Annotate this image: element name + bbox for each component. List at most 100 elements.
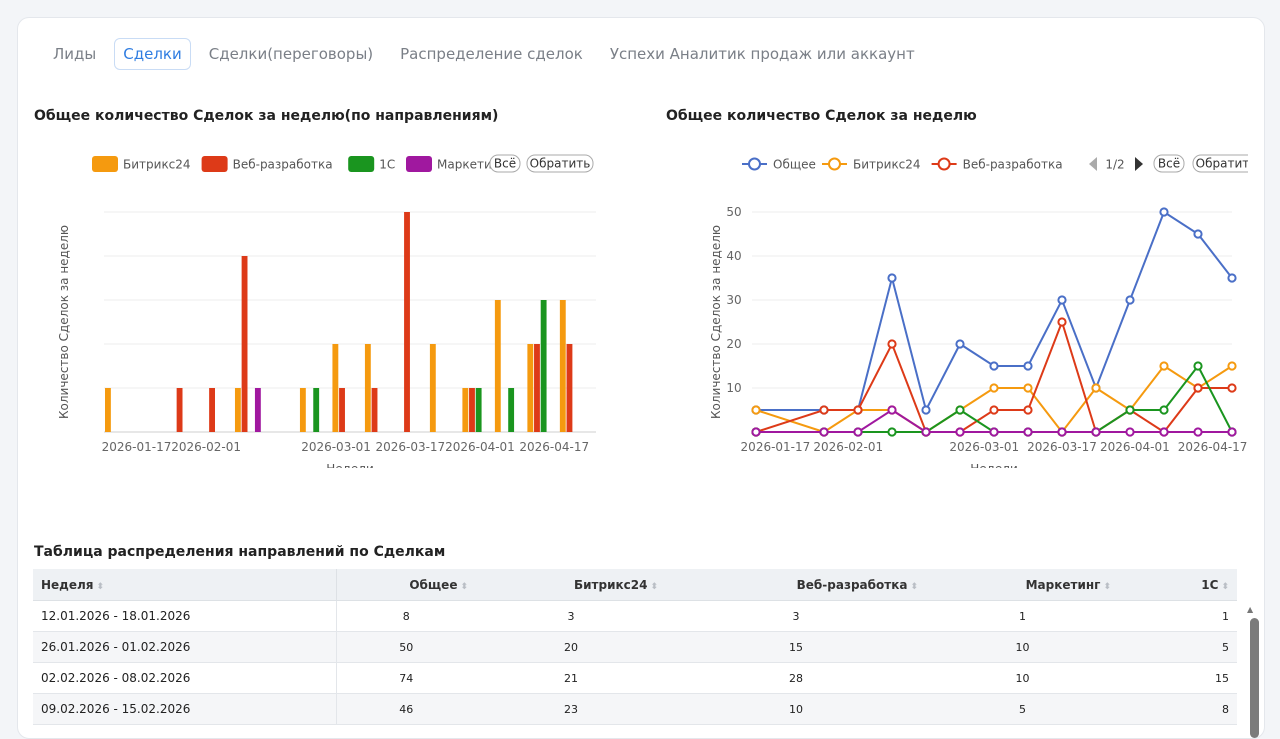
sort-icon[interactable]: ⬍ [96,581,105,592]
column-header-0[interactable]: Неделя ⬍ [33,569,337,601]
table-scrollbar-thumb[interactable] [1250,618,1259,738]
table-row[interactable]: 26.01.2026 - 01.02.2026 50 20 15 10 5 [33,631,1237,663]
line-legend-item-2[interactable]: Веб-разработка [931,157,1063,172]
sort-icon[interactable]: ⬍ [460,581,468,592]
data-point[interactable] [1057,317,1067,327]
data-point[interactable] [853,405,863,415]
data-point[interactable] [1125,295,1135,305]
tab-2[interactable]: Сделки(переговоры) [208,45,374,63]
data-point[interactable] [1227,383,1237,393]
data-point[interactable] [887,405,897,415]
table-row[interactable]: 12.01.2026 - 18.01.2026 8 3 3 1 1 [33,600,1237,632]
bar[interactable] [469,388,475,432]
tab-4[interactable]: Успехи Аналитик продаж или аккаунт [609,45,915,63]
bar[interactable] [527,344,534,432]
column-header-2[interactable]: Битрикс24 ⬍ [476,569,666,601]
line-legend-item-0[interactable]: Общее [742,157,816,172]
invert-selection-button[interactable]: Обратить [526,154,594,173]
data-point[interactable] [1193,229,1203,239]
legend-next-icon[interactable] [1135,157,1143,171]
bar[interactable] [332,344,339,432]
data-point[interactable] [1057,295,1067,305]
data-point[interactable] [1159,361,1169,371]
data-point[interactable] [1023,361,1033,371]
tab-1[interactable]: Сделки [114,38,191,70]
bar[interactable] [540,300,547,432]
data-point[interactable] [1193,427,1203,437]
bar[interactable] [254,388,261,432]
sort-icon[interactable]: ⬍ [1103,581,1111,592]
column-header-5[interactable]: 1С ⬍ [1119,569,1237,601]
data-point[interactable] [1023,405,1033,415]
data-point[interactable] [1057,427,1067,437]
data-point[interactable] [887,273,897,283]
bar[interactable] [559,300,566,432]
data-point[interactable] [989,361,999,371]
sort-icon[interactable]: ⬍ [910,581,918,592]
bar[interactable] [429,344,436,432]
bar[interactable] [241,256,248,432]
bar[interactable] [404,212,410,432]
data-point[interactable] [989,383,999,393]
scroll-up-arrow-icon[interactable]: ▲ [1247,605,1254,614]
data-point[interactable] [751,405,761,415]
line-legend-item-1[interactable]: Битрикс24 [822,157,921,172]
sort-icon[interactable]: ⬍ [1221,581,1229,592]
legend-prev-icon[interactable] [1089,157,1097,171]
bar[interactable] [299,388,306,432]
table-row[interactable]: 02.02.2026 - 08.02.2026 74 21 28 10 15 [33,662,1237,694]
data-point[interactable] [989,427,999,437]
data-point[interactable] [1125,427,1135,437]
data-point[interactable] [1023,383,1033,393]
data-point[interactable] [819,427,829,437]
data-point[interactable] [1193,383,1203,393]
tab-0[interactable]: Лиды [53,45,97,63]
data-point[interactable] [1091,383,1101,393]
data-point[interactable] [921,427,931,437]
bar[interactable] [176,388,183,432]
bar[interactable] [534,344,540,432]
sort-icon[interactable]: ⬍ [650,581,658,592]
bar[interactable] [371,388,378,432]
data-point[interactable] [955,405,965,415]
data-point[interactable] [1227,361,1237,371]
line-invert-selection-button[interactable]: Обратить [1192,154,1248,173]
tab-3[interactable]: Распределение сделок [400,45,583,63]
data-point[interactable] [887,427,897,437]
select-all-button[interactable]: Всё [489,154,521,173]
data-point[interactable] [819,405,829,415]
column-header-3[interactable]: Веб-разработка ⬍ [666,569,926,601]
data-point[interactable] [1227,273,1237,283]
bar[interactable] [462,388,469,432]
bar[interactable] [508,388,515,432]
data-point[interactable] [1091,427,1101,437]
data-point[interactable] [1193,361,1203,371]
data-point[interactable] [989,405,999,415]
data-point[interactable] [921,405,931,415]
bar[interactable] [475,388,482,432]
legend-item-2[interactable]: 1С [348,156,395,172]
data-point[interactable] [853,427,863,437]
data-point[interactable] [955,427,965,437]
column-header-4[interactable]: Маркетинг ⬍ [926,569,1119,601]
data-point[interactable] [955,339,965,349]
bar[interactable] [566,344,573,432]
data-point[interactable] [751,427,761,437]
legend-item-0[interactable]: Битрикс24 [92,156,191,172]
data-point[interactable] [1023,427,1033,437]
legend-item-3[interactable]: Маркетинг [406,156,506,172]
data-point[interactable] [1227,427,1237,437]
data-point[interactable] [1159,427,1169,437]
legend-item-1[interactable]: Веб-разработка [201,156,333,172]
line-select-all-button[interactable]: Всё [1153,154,1185,173]
bar[interactable] [339,388,345,432]
data-point[interactable] [1159,405,1169,415]
bar[interactable] [494,300,501,432]
data-point[interactable] [1125,405,1135,415]
bar[interactable] [105,388,111,432]
bar[interactable] [313,388,320,432]
bar[interactable] [209,388,215,432]
data-point[interactable] [887,339,897,349]
data-point[interactable] [1159,207,1169,217]
bar[interactable] [234,388,241,432]
